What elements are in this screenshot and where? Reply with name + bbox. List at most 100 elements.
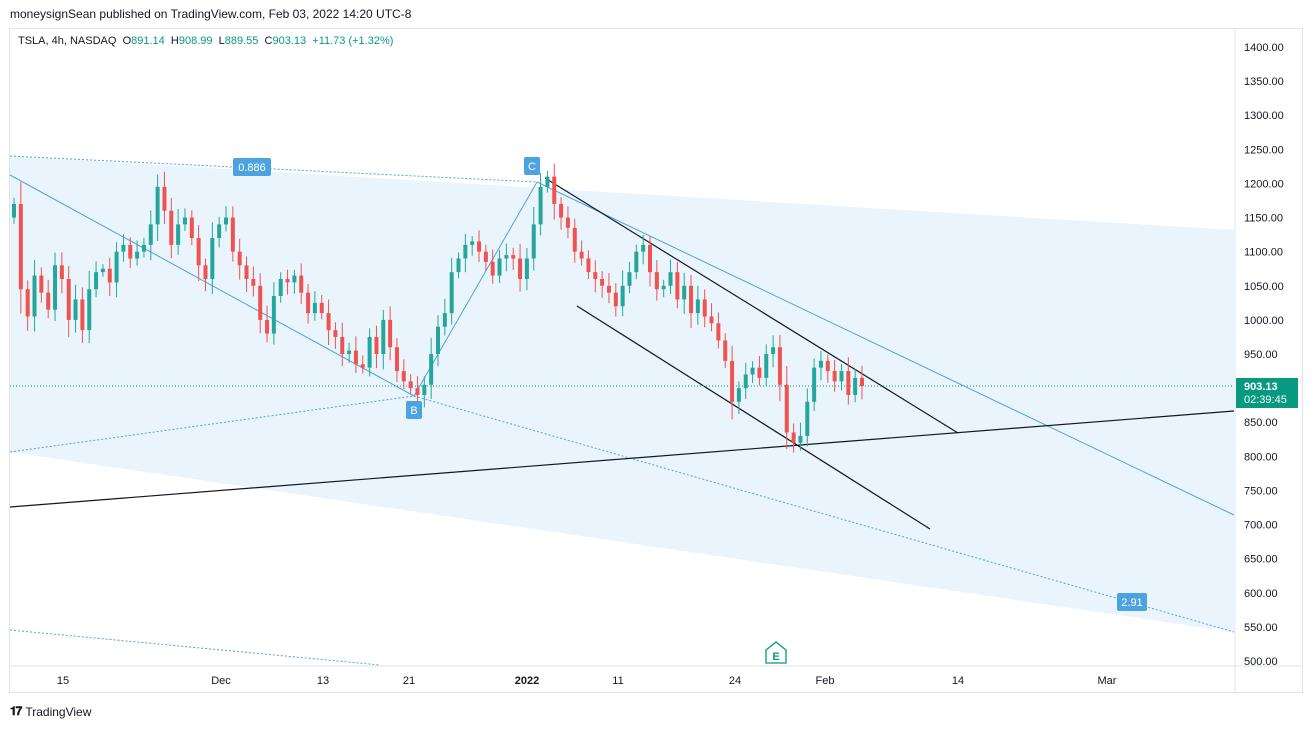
candle-down xyxy=(285,278,290,283)
candle-up xyxy=(805,401,810,436)
candle-up xyxy=(456,258,461,273)
time-axis[interactable]: 15 Dec 13 21 2022 11 24 Feb 14 Mar xyxy=(57,675,1117,687)
time-tick-label: 15 xyxy=(57,675,69,687)
price-tick-label: 950.00 xyxy=(1244,349,1278,361)
price-tick-label: 850.00 xyxy=(1244,417,1278,429)
chart-frame xyxy=(9,28,1303,693)
candle-down xyxy=(374,336,379,355)
time-tick-label: 13 xyxy=(317,675,329,687)
tradingview-logo-icon[interactable]: 𝟏𝟕 xyxy=(10,704,22,718)
fib-label-291[interactable]: 2.91 xyxy=(1117,593,1147,611)
earnings-marker[interactable]: E xyxy=(765,641,787,664)
point-b-label[interactable]: B xyxy=(406,401,422,419)
fib-label-0886[interactable]: 0.886 xyxy=(233,158,271,176)
tradingview-brand[interactable]: TradingView xyxy=(25,704,92,719)
point-b-label-text: B xyxy=(410,405,417,417)
candle-up xyxy=(155,186,160,225)
candle-up xyxy=(422,384,427,395)
candle-up xyxy=(182,217,187,225)
candle-down xyxy=(606,285,611,293)
candle-up xyxy=(114,251,119,283)
candle-down xyxy=(860,377,864,386)
channel-upper-line xyxy=(544,177,959,434)
candle-up xyxy=(839,371,844,382)
candle-up xyxy=(812,367,817,402)
time-tick-label: Dec xyxy=(211,675,231,687)
candle-up xyxy=(141,244,146,252)
candle-down xyxy=(730,360,735,402)
candle-up xyxy=(497,258,502,276)
price-tick-label: 1100.00 xyxy=(1244,247,1283,259)
candle-down xyxy=(846,371,851,395)
candle-down xyxy=(490,261,495,276)
leg-b-c-line xyxy=(413,181,538,397)
candle-down xyxy=(394,347,399,372)
support-trend-line xyxy=(9,410,1235,508)
candle-down xyxy=(777,347,782,385)
candle-down xyxy=(299,275,304,293)
last-price-tag[interactable]: 903.13 02:39:45 xyxy=(1236,378,1298,408)
candle-down xyxy=(360,364,365,368)
candle-up xyxy=(620,285,625,307)
candle-down xyxy=(326,313,331,331)
time-tick-label: 11 xyxy=(612,675,623,687)
price-tick-label: 1200.00 xyxy=(1244,178,1284,190)
price-tick-label: 750.00 xyxy=(1244,485,1278,497)
candle-up xyxy=(367,336,372,368)
price-tick-label: 1050.00 xyxy=(1244,281,1284,293)
candle-down xyxy=(586,258,591,273)
candle-down xyxy=(340,336,345,355)
low-label: L xyxy=(218,35,225,47)
candle-up xyxy=(278,278,283,297)
candle-up xyxy=(764,354,769,378)
point-c-label[interactable]: C xyxy=(524,157,540,175)
time-tick-label: Mar xyxy=(1098,675,1117,687)
candle-down xyxy=(66,278,71,320)
candle-up xyxy=(210,238,215,279)
open-value: 891.14 xyxy=(131,35,165,47)
candle-down xyxy=(675,272,680,300)
candle-up xyxy=(531,224,536,259)
candle-up xyxy=(695,299,700,314)
candle-up xyxy=(545,176,550,187)
price-tick-label: 1300.00 xyxy=(1244,110,1284,122)
high-label: H xyxy=(170,35,179,47)
time-tick-label: 24 xyxy=(729,675,741,687)
close-value: 903.13 xyxy=(272,35,307,47)
candle-up xyxy=(312,302,317,314)
candle-up xyxy=(463,244,468,259)
candle-up xyxy=(750,367,755,375)
price-tick-label: 1400.00 xyxy=(1244,42,1284,54)
price-axis[interactable]: 1400.00 1350.00 1300.00 1250.00 1200.00 1150.… xyxy=(1244,42,1284,668)
candle-up xyxy=(853,377,858,395)
low-value: 889.55 xyxy=(224,35,259,47)
candles-group xyxy=(12,163,864,453)
candle-up xyxy=(73,299,78,320)
fib-label-291-text: 2.91 xyxy=(1121,597,1142,609)
candle-up xyxy=(436,326,440,355)
candle-down xyxy=(401,371,406,382)
fib-label-0886-text: 0.886 xyxy=(238,162,266,174)
candle-down xyxy=(251,278,256,286)
candle-up xyxy=(121,244,126,252)
candle-up xyxy=(148,224,153,245)
candle-up xyxy=(135,251,140,259)
high-value: 908.99 xyxy=(178,35,213,47)
candle-down xyxy=(319,302,324,314)
fib-channel-fill xyxy=(10,156,1234,632)
candle-down xyxy=(709,316,714,324)
candle-down xyxy=(689,285,694,314)
candle-up xyxy=(504,255,509,259)
symbol-info[interactable]: TSLA, 4h, NASDAQ xyxy=(18,35,117,47)
candle-up xyxy=(224,217,228,225)
candle-down xyxy=(791,432,796,443)
candle-down xyxy=(59,265,64,279)
candle-down xyxy=(716,323,721,341)
candle-up xyxy=(818,360,823,368)
candle-down xyxy=(518,258,523,279)
candle-down xyxy=(415,388,420,395)
candle-down xyxy=(702,299,707,317)
price-tick-label: 650.00 xyxy=(1244,554,1278,566)
price-tick-label: 1150.00 xyxy=(1244,213,1283,225)
